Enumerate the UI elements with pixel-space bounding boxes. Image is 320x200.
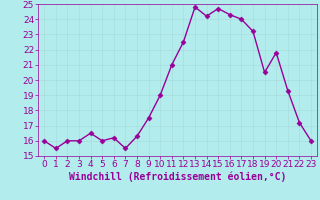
- X-axis label: Windchill (Refroidissement éolien,°C): Windchill (Refroidissement éolien,°C): [69, 172, 286, 182]
